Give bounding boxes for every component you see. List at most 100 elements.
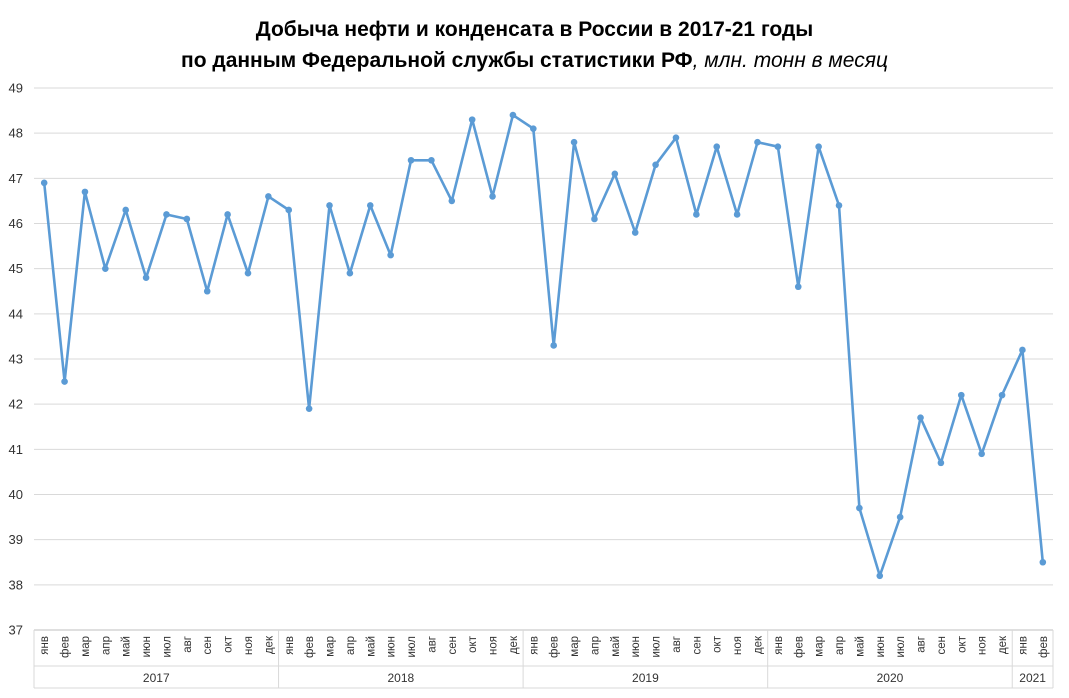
- data-point: [672, 134, 680, 141]
- data-point: [570, 138, 578, 146]
- x-tick-label: май: [854, 636, 866, 657]
- series-line: [42, 113, 1045, 578]
- y-tick-label: 47: [9, 171, 23, 186]
- x-tick-label: фев: [60, 636, 72, 658]
- y-tick-label: 39: [9, 532, 23, 547]
- x-tick-label: ноя: [488, 636, 500, 655]
- x-tick-label: фев: [793, 636, 805, 658]
- x-tick-label: апр: [100, 636, 112, 655]
- data-point: [937, 459, 945, 467]
- data-point: [265, 193, 272, 200]
- x-tick-label: мар: [569, 636, 581, 657]
- data-point: [448, 197, 456, 205]
- data-point: [611, 170, 619, 178]
- x-tick-label: янв: [528, 636, 540, 655]
- x-tick-label: окт: [223, 635, 235, 653]
- data-point: [489, 193, 496, 200]
- x-tick-label: янв: [39, 636, 51, 655]
- x-tick-label: апр: [345, 636, 357, 655]
- y-tick-label: 44: [9, 306, 23, 321]
- data-point: [693, 211, 700, 218]
- year-label: 2018: [387, 671, 414, 685]
- x-tick-label: сен: [447, 636, 459, 655]
- data-point: [509, 111, 517, 119]
- data-point: [428, 156, 435, 164]
- data-point: [856, 504, 863, 512]
- y-tick-label: 37: [9, 623, 23, 638]
- y-tick-label: 40: [9, 487, 23, 502]
- x-tick-label: мар: [80, 636, 92, 657]
- x-tick-label: окт: [467, 635, 479, 653]
- data-point: [468, 116, 476, 123]
- chart-title-line1: Добыча нефти и конденсата в России в 201…: [255, 18, 814, 41]
- data-point: [754, 138, 761, 146]
- data-point: [142, 274, 150, 282]
- x-tick-label: фев: [549, 636, 561, 658]
- x-tick-label: июл: [651, 636, 663, 658]
- data-point: [957, 391, 965, 399]
- data-point: [1039, 558, 1047, 566]
- data-point: [122, 206, 130, 214]
- year-label: 2021: [1019, 671, 1046, 685]
- x-tick-label: апр: [589, 636, 601, 655]
- y-tick-label: 43: [9, 352, 23, 367]
- data-point: [366, 202, 374, 209]
- x-tick-label: июл: [161, 636, 173, 658]
- x-tick-label: май: [121, 636, 133, 657]
- x-tick-label: янв: [773, 636, 785, 655]
- x-tick-label: авг: [182, 636, 194, 653]
- y-tick-label: 46: [9, 216, 23, 231]
- chart-title-line2: по данным Федеральной службы статистики …: [0, 45, 1069, 76]
- x-tick-label: ноя: [977, 636, 989, 655]
- year-label: 2017: [143, 671, 170, 685]
- x-tick-label: янв: [1017, 636, 1029, 655]
- data-point: [998, 391, 1006, 399]
- x-tick-label: авг: [671, 636, 683, 653]
- data-point: [835, 202, 843, 209]
- data-point: [896, 513, 904, 521]
- x-tick-label: окт: [712, 635, 724, 653]
- data-point: [530, 125, 537, 132]
- x-tick-label: дек: [508, 635, 520, 654]
- data-point: [203, 287, 211, 295]
- data-point: [40, 179, 48, 187]
- data-point: [713, 143, 721, 151]
- data-point: [631, 229, 639, 236]
- x-tick-label: авг: [426, 636, 438, 653]
- data-point: [978, 450, 985, 458]
- x-tick-label: июн: [875, 636, 887, 657]
- data-point: [876, 572, 884, 580]
- x-tick-label: апр: [834, 636, 846, 655]
- data-point: [815, 143, 822, 151]
- data-point: [244, 269, 252, 277]
- x-tick-label: ноя: [243, 636, 255, 655]
- y-tick-label: 45: [9, 261, 23, 276]
- x-tick-label: дек: [752, 635, 764, 654]
- year-label: 2020: [877, 671, 904, 685]
- data-point: [407, 156, 415, 164]
- x-tick-label: сен: [202, 636, 214, 655]
- x-tick-label: сен: [691, 636, 703, 655]
- data-point: [733, 211, 741, 218]
- data-point: [550, 342, 557, 349]
- x-tick-label: сен: [936, 636, 948, 655]
- data-point: [102, 265, 109, 272]
- data-point: [224, 211, 231, 218]
- data-point: [305, 405, 313, 412]
- x-tick-label: дек: [263, 635, 275, 654]
- y-tick-label: 42: [9, 397, 23, 412]
- x-tick-label: фев: [304, 636, 316, 658]
- data-point: [652, 161, 659, 169]
- x-tick-label: июн: [630, 636, 642, 657]
- data-point: [387, 251, 394, 259]
- x-tick-label: мар: [814, 636, 826, 657]
- data-point: [794, 283, 802, 291]
- data-point: [326, 202, 333, 209]
- x-tick-label: май: [365, 636, 377, 657]
- x-tick-label: июн: [141, 636, 153, 657]
- y-tick-label: 38: [9, 577, 23, 592]
- x-tick-label: май: [610, 636, 622, 657]
- year-label: 2019: [632, 671, 659, 685]
- y-tick-label: 41: [9, 442, 23, 457]
